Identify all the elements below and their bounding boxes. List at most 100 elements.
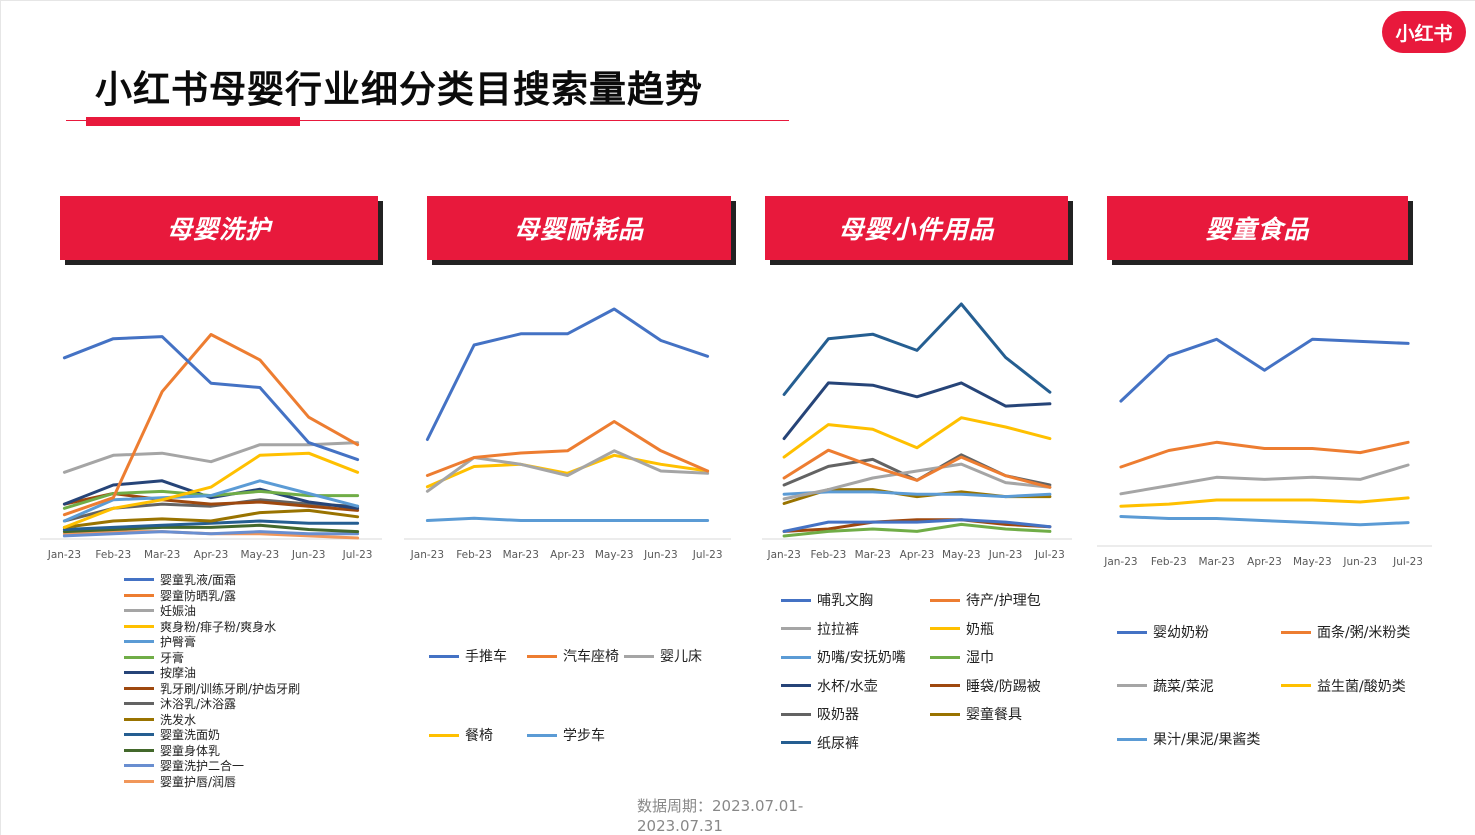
legend-swatch	[124, 733, 154, 736]
legend-label: 婴童防晒乳/露	[160, 588, 237, 603]
legend-swatch	[1117, 737, 1147, 741]
legend-label: 果汁/果泥/果酱类	[1153, 732, 1261, 748]
legend-label: 婴童护唇/润唇	[160, 774, 237, 789]
legend-label: 婴童餐具	[966, 707, 1022, 723]
x-tick-label: Apr-23	[194, 549, 229, 561]
legend-item: 拉拉裤	[781, 619, 859, 639]
legend-item: 睡袋/防踢被	[930, 676, 1041, 696]
legend-swatch	[781, 741, 811, 744]
legend-item: 汽车座椅	[527, 646, 619, 666]
legend-label: 哺乳文胸	[817, 593, 873, 609]
legend-swatch	[624, 654, 654, 658]
legend-swatch	[930, 598, 960, 602]
series-line	[1119, 496, 1410, 508]
legend-swatch	[429, 733, 459, 737]
legend-label: 面条/粥/米粉类	[1317, 625, 1411, 641]
chart-care: Jan-23 Feb-23 Mar-23 Apr-23 May-23 Jun-23 Jul-…	[40, 333, 382, 561]
panel-title-care: 母婴洗护	[60, 196, 378, 260]
legend-item: 沐浴乳/沐浴露	[124, 695, 236, 712]
series-line	[782, 522, 1052, 538]
legend-item: 手推车	[429, 646, 507, 666]
x-tick-label: Jul-23	[1392, 556, 1423, 568]
legend-item: 婴童洗面奶	[124, 726, 220, 743]
legend-label: 婴童洗护二合一	[160, 759, 245, 773]
legend-item: 奶瓶	[930, 619, 994, 639]
legend-item: 婴童洗护二合一	[124, 757, 244, 774]
series-line	[425, 516, 710, 522]
legend-label: 妊娠油	[160, 604, 197, 618]
legend-label: 蔬菜/菜泥	[1153, 678, 1214, 695]
legend-swatch	[527, 733, 557, 737]
series-line	[782, 448, 1052, 489]
legend-item: 婴童身体乳	[124, 742, 220, 759]
panel-title-small-items: 母婴小件用品	[765, 196, 1068, 260]
series-line	[782, 518, 1052, 533]
series-line	[62, 479, 360, 510]
legend-item: 纸尿裤	[781, 733, 859, 753]
legend-label: 待产/护理包	[966, 593, 1041, 609]
legend-label: 睡袋/防踢被	[966, 678, 1041, 695]
series-line	[62, 441, 360, 474]
legend-item: 哺乳文胸	[781, 590, 873, 610]
chart-durables: Jan-23 Feb-23 Mar-23 Apr-23 May-23 Jun-23 Jul-…	[404, 307, 731, 561]
series-line	[1119, 463, 1410, 496]
legend-swatch	[124, 640, 154, 643]
legend-item: 婴童防晒乳/露	[124, 587, 236, 604]
legend-swatch	[781, 627, 811, 630]
legend-label: 洗发水	[160, 712, 197, 727]
legend-swatch	[124, 671, 154, 674]
x-tick-label: Apr-23	[1247, 556, 1282, 568]
x-tick-label: Mar-23	[144, 549, 180, 561]
legend-item: 乳牙刷/训练牙刷/护齿牙刷	[124, 680, 300, 697]
legend-swatch	[930, 655, 960, 659]
x-tick-label: May-23	[1293, 556, 1332, 568]
legend-swatch	[124, 578, 154, 581]
legend-label: 吸奶器	[817, 707, 859, 723]
legend-label: 湿巾	[966, 650, 994, 666]
legend-label: 按摩油	[160, 666, 197, 680]
legend-item: 水杯/水壶	[781, 676, 878, 696]
legend-item: 蔬菜/菜泥	[1117, 676, 1214, 696]
legend-swatch	[1117, 630, 1147, 634]
x-tick-label: Jun-23	[643, 549, 678, 561]
x-tick-label: Feb-23	[95, 549, 131, 561]
x-tick-label: May-23	[595, 549, 634, 561]
legend-label: 婴童乳液/面霜	[160, 573, 237, 587]
series-line	[1119, 515, 1410, 527]
x-tick-label: Feb-23	[811, 549, 847, 561]
legend-label: 婴幼奶粉	[1153, 625, 1209, 641]
x-tick-label: Jul-23	[692, 549, 723, 561]
x-tick-label: Apr-23	[900, 549, 935, 561]
x-tick-label: Mar-23	[503, 549, 539, 561]
legend-label: 奶嘴/安抚奶嘴	[817, 650, 906, 666]
legend-swatch	[124, 624, 154, 628]
legend-swatch	[1117, 684, 1147, 687]
legend-item: 学步车	[527, 725, 605, 745]
x-tick-label: Jan-23	[1103, 556, 1137, 568]
legend-swatch	[124, 702, 154, 705]
legend-label: 婴儿床	[660, 649, 702, 665]
legend-swatch	[124, 717, 154, 721]
legend-item: 面条/粥/米粉类	[1281, 622, 1410, 642]
x-tick-label: May-23	[241, 549, 280, 561]
series-line	[62, 508, 360, 529]
chart-small-items: Jan-23 Feb-23 Mar-23 Apr-23 May-23 Jun-23 Jul-…	[762, 302, 1072, 561]
series-line	[62, 335, 360, 462]
x-tick-label: Jan-23	[766, 549, 800, 561]
legend-item: 婴幼奶粉	[1117, 622, 1209, 642]
legend-swatch	[781, 684, 811, 687]
page-title: 小红书母婴行业细分类目搜索量趋势	[95, 68, 703, 111]
legend-swatch	[124, 686, 154, 690]
series-line	[1119, 337, 1410, 403]
x-tick-label: Jan-23	[47, 549, 81, 561]
series-line	[425, 307, 710, 441]
legend-label: 纸尿裤	[817, 735, 859, 752]
series-line	[62, 530, 360, 538]
legend-swatch	[527, 654, 557, 658]
legend-item: 湿巾	[930, 647, 994, 667]
legend-label: 餐椅	[465, 728, 493, 744]
legend-swatch	[781, 712, 811, 716]
legend-item: 吸奶器	[781, 704, 859, 724]
legend-label: 乳牙刷/训练牙刷/护齿牙刷	[160, 681, 301, 696]
legend-label: 学步车	[563, 728, 605, 744]
